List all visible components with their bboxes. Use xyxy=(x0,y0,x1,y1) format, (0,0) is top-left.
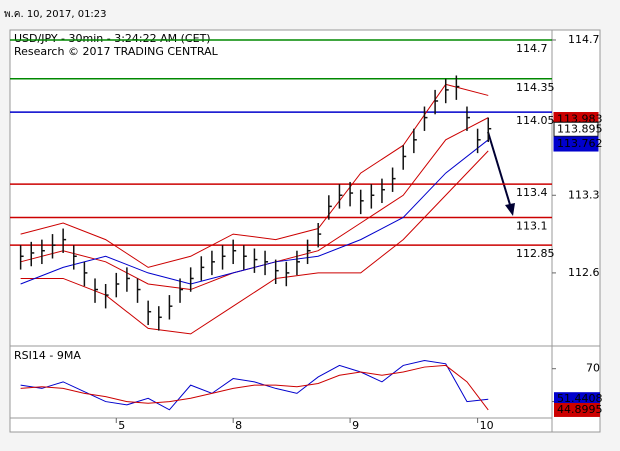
level-label: 114.7 xyxy=(516,42,548,55)
rsi-title: RSI14 - 9MA xyxy=(14,349,81,362)
chart-title: USD/JPY - 30min - 3:24:22 AM (CET) xyxy=(14,32,211,45)
rsi-line xyxy=(20,359,489,411)
rsi-tag xyxy=(554,402,600,417)
x-tick-label: 8 xyxy=(235,419,242,432)
level-label: 114.35 xyxy=(516,81,555,94)
x-tick-label: 5 xyxy=(118,419,125,432)
x-tick-label: 9 xyxy=(352,419,359,432)
level-label: 114.05 xyxy=(516,114,555,127)
indicator-line xyxy=(20,150,489,335)
arrow-head xyxy=(505,203,515,216)
x-tick-label: 10 xyxy=(480,419,494,432)
rsi-ma-line xyxy=(20,364,489,411)
y-tick-label: 113.3 xyxy=(568,188,600,201)
price-tag xyxy=(553,136,599,152)
level-label: 113.1 xyxy=(516,219,548,232)
plot-frame xyxy=(9,29,601,433)
rsi-tag xyxy=(554,392,600,407)
rsi-tag-label: 44.8995 xyxy=(557,403,603,416)
y-tick-label: 114.7 xyxy=(568,33,600,46)
rsi-tick-label: 70 xyxy=(586,362,600,375)
level-label: 113.4 xyxy=(516,186,548,199)
rsi-tag-label: 51.4408 xyxy=(557,392,603,405)
level-label: 112.85 xyxy=(516,247,555,260)
date-label: พ.ค. 10, 2017, 01:23 xyxy=(4,9,107,20)
price-tag-label: 113.762 xyxy=(557,137,603,150)
price-tag xyxy=(553,121,599,137)
price-tag-label: 113.895 xyxy=(557,122,603,135)
y-tick-label: 112.6 xyxy=(568,266,600,279)
chart-subtitle: Research © 2017 TRADING CENTRAL xyxy=(14,45,219,58)
forecast-arrow xyxy=(487,131,512,209)
indicator-line xyxy=(20,83,489,268)
